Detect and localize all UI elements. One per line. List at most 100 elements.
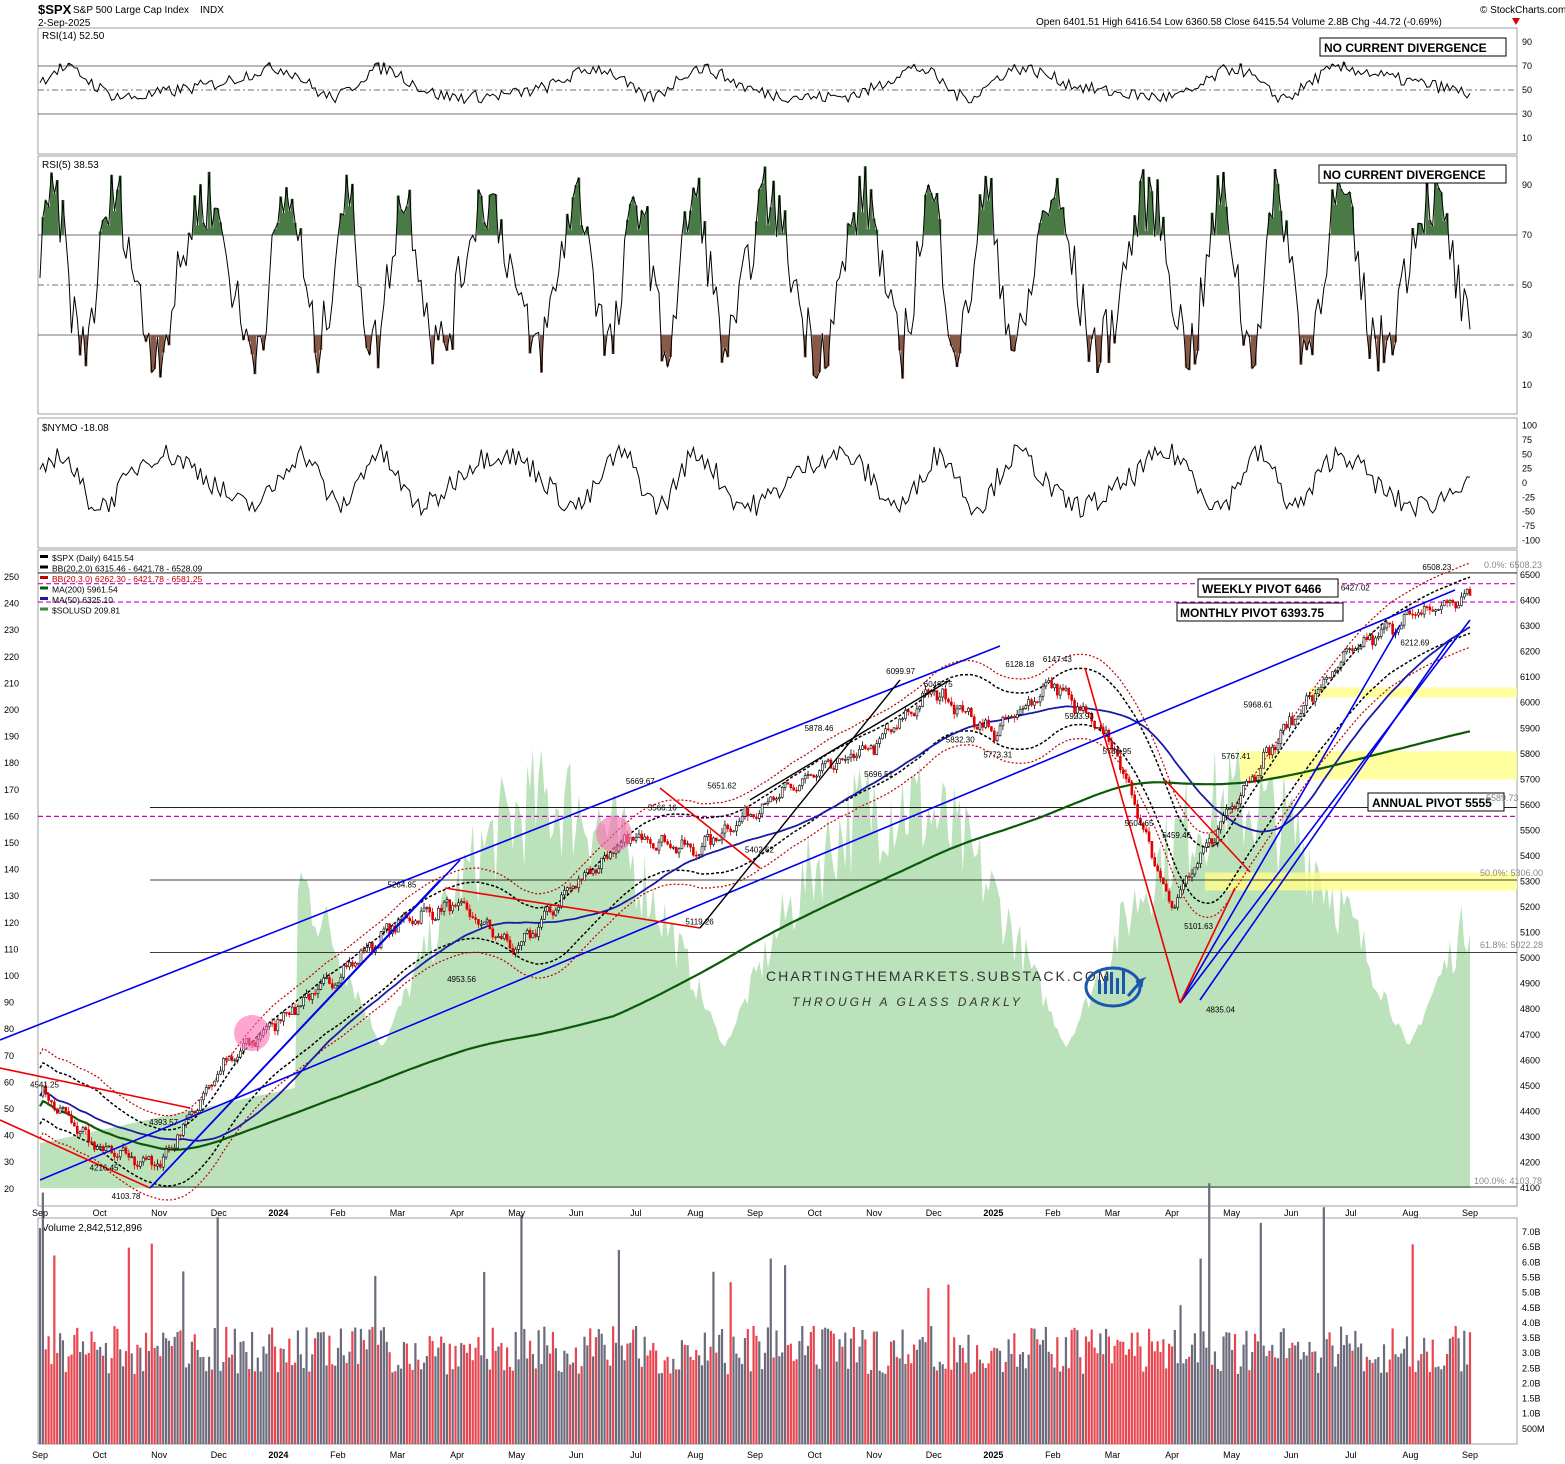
price-candle-body — [1056, 683, 1059, 696]
volume-bar — [915, 1349, 919, 1444]
volume-bar — [1162, 1339, 1165, 1444]
volume-bar — [732, 1336, 735, 1444]
price-candle-body — [978, 722, 982, 730]
volume-bar — [1059, 1371, 1062, 1444]
volume-bar — [1225, 1332, 1228, 1444]
legend-entry: $SPX (Daily) 6415.54 — [52, 553, 134, 563]
price-candle-body — [285, 1012, 288, 1014]
volume-bar — [1099, 1333, 1102, 1444]
price-candle-body — [156, 1163, 159, 1167]
volume-bar — [445, 1374, 449, 1444]
price-candle-body — [505, 933, 509, 941]
bb3-upper — [39, 562, 1471, 1117]
price-candle-body — [164, 1148, 168, 1158]
price-candle-body — [368, 942, 371, 948]
volume-bar — [104, 1342, 108, 1444]
volume-tick: 6.0B — [1522, 1257, 1541, 1267]
volume-bar — [617, 1249, 620, 1444]
price-candle-body — [147, 1155, 151, 1160]
volume-bar — [1308, 1341, 1311, 1444]
price-candle-body — [749, 814, 753, 817]
price-candle-body — [760, 803, 764, 815]
price-candle-body — [608, 852, 612, 859]
volume-bar — [1087, 1341, 1090, 1444]
price-candle-body — [964, 710, 967, 713]
volume-bar — [1233, 1334, 1237, 1444]
volume-bar — [1010, 1353, 1013, 1444]
volume-bar — [1107, 1336, 1111, 1444]
price-candle-body — [1090, 713, 1094, 722]
volume-bar — [1374, 1359, 1377, 1444]
price-candle-body — [838, 758, 841, 764]
volume-bar — [1024, 1368, 1027, 1444]
volume-bar — [506, 1347, 509, 1444]
price-candle-body — [1402, 614, 1406, 626]
volume-bar — [179, 1330, 182, 1444]
price-candle-body — [1276, 743, 1280, 751]
price-candle-body — [709, 834, 712, 845]
price-candle-body — [1038, 696, 1042, 703]
legend-entry: MA(50) 6325.10 — [52, 595, 113, 605]
volume-bar — [1096, 1353, 1099, 1444]
volume-bar — [219, 1370, 222, 1444]
price-candle-body — [660, 835, 664, 843]
volume-bar — [1334, 1366, 1337, 1444]
volume-bar — [164, 1338, 168, 1444]
price-candle-body — [1142, 822, 1145, 830]
volume-bar — [520, 1215, 523, 1444]
trend-line-red — [444, 887, 701, 929]
volume-bar — [239, 1341, 242, 1444]
x-axis-label: Sep — [32, 1208, 48, 1218]
volume-bar — [1322, 1207, 1325, 1444]
volume-bar — [1274, 1357, 1277, 1444]
price-candle-body — [457, 902, 460, 907]
volume-bar — [1451, 1336, 1454, 1444]
volume-bar — [1165, 1368, 1168, 1444]
price-candle-body — [379, 931, 383, 948]
price-candle-body — [1104, 729, 1108, 734]
chart-date: 2-Sep-2025 — [38, 18, 91, 29]
price-candle-body — [1405, 610, 1409, 615]
price-candle-body — [1096, 726, 1099, 729]
price-annotation-label: 5651.62 — [707, 782, 736, 791]
price-candle-body — [339, 976, 343, 984]
price-candle-body — [780, 787, 784, 798]
volume-bar — [1210, 1364, 1214, 1444]
volume-bar — [531, 1354, 535, 1444]
price-candle-body — [726, 824, 730, 830]
volume-bar — [494, 1350, 497, 1444]
price-candle-body — [591, 869, 595, 875]
volume-bar — [511, 1370, 514, 1444]
x-axis-label: Feb — [1045, 1450, 1061, 1460]
volume-tick: 1.0B — [1522, 1409, 1541, 1419]
price-candle-body — [841, 758, 844, 760]
volume-bar — [1271, 1344, 1274, 1444]
price-candle-body — [915, 708, 919, 717]
x-axis-label: Sep — [747, 1208, 763, 1218]
volume-bar — [1311, 1351, 1314, 1444]
volume-bar — [924, 1342, 927, 1444]
volume-bar — [540, 1363, 543, 1444]
volume-tick: 1.5B — [1522, 1394, 1541, 1404]
price-candle-body — [826, 759, 830, 762]
volume-bar — [451, 1369, 454, 1444]
price-candle-body — [1422, 606, 1426, 615]
volume-bar — [746, 1329, 749, 1444]
price-candle-body — [365, 947, 368, 952]
price-candle-body — [952, 704, 956, 715]
volume-bar — [345, 1363, 348, 1444]
price-candle-body — [958, 705, 962, 710]
price-candle-body — [1167, 890, 1171, 902]
nymo-tick: 50 — [1522, 449, 1532, 459]
volume-bar — [895, 1356, 898, 1444]
price-candle-body — [1288, 716, 1291, 729]
price-candle-body — [345, 965, 348, 968]
x-axis-label: 2024 — [268, 1450, 288, 1460]
volume-bar — [1061, 1366, 1065, 1444]
trend-line-red — [1164, 779, 1251, 873]
x-axis-label: Aug — [1402, 1208, 1418, 1218]
legend-swatch — [40, 607, 48, 611]
exchange: INDX — [200, 5, 224, 16]
price-candle-body — [941, 688, 945, 698]
volume-bar — [58, 1333, 62, 1444]
